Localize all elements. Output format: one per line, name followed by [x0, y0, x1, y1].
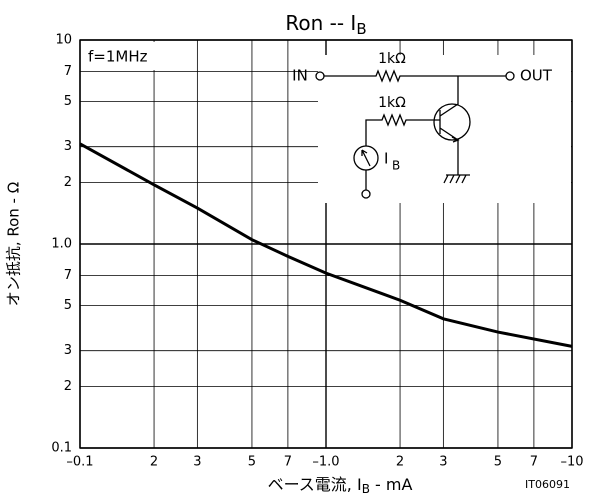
resistor-label: 1kΩ: [378, 95, 406, 111]
y-tick-label: 3: [64, 343, 72, 358]
plot-frame: [79, 39, 573, 449]
current-label: I: [384, 150, 388, 168]
x-label-sub: B: [362, 482, 370, 496]
x-tick-label: 7: [530, 455, 538, 470]
x-tick-label: 2: [150, 455, 158, 470]
y-tick-label: 7: [64, 268, 72, 283]
transistor: [433, 103, 471, 141]
condition-label: f=1MHz: [88, 48, 148, 66]
in-label: IN: [292, 67, 308, 85]
current-arrow: [361, 149, 371, 167]
out-label: OUT: [520, 67, 553, 85]
wire: [324, 69, 506, 83]
circuit-inset: f=1MHz IN OUT 1kΩ 1kΩ I B: [82, 42, 571, 203]
x-axis-label: ベース電流, IB - mA: [268, 475, 413, 496]
y-tick-label: 3: [64, 139, 72, 154]
condition-background: [82, 42, 170, 70]
y-tick-label: 0.1: [51, 441, 72, 456]
x-tick-label: 7: [284, 455, 292, 470]
current-label-sub: B: [392, 159, 400, 173]
x-tick-label: 3: [193, 455, 201, 470]
x-label-text: ベース電流, I: [268, 475, 362, 494]
y-tick-label: 2: [64, 379, 72, 394]
title-text: Ron -- I: [285, 11, 356, 35]
y-tick-label: 10: [55, 33, 72, 48]
x-tick-label: 3: [439, 455, 447, 470]
y-tick-label: 5: [64, 298, 72, 313]
chart-title: Ron -- IB: [285, 11, 366, 38]
x-tick-label: 2: [396, 455, 404, 470]
y-tick-label: 7: [64, 64, 72, 79]
data-line: [79, 142, 573, 348]
x-tick-label: 5: [248, 455, 256, 470]
title-sub: B: [356, 20, 366, 38]
x-tick-label: –10: [560, 455, 583, 470]
x-tick-label: –1.0: [312, 455, 339, 470]
y-tick-label: 5: [64, 94, 72, 109]
resistor-label: 1kΩ: [378, 51, 406, 67]
x-label-tail: - mA: [370, 475, 413, 494]
y-tick-label: 2: [64, 175, 72, 190]
transistor-leads: [439, 76, 460, 175]
ground: [443, 174, 470, 184]
terminal: [361, 189, 371, 199]
y-tick-label: 1.0: [51, 237, 72, 252]
x-tick-label: –0.1: [66, 455, 93, 470]
wire: [365, 113, 440, 146]
x-tick-label: 5: [494, 455, 502, 470]
figure-code: IT06091: [525, 478, 570, 491]
y-axis-label: オン抵抗, Ron - Ω: [5, 182, 23, 306]
inset-background: [318, 55, 571, 203]
